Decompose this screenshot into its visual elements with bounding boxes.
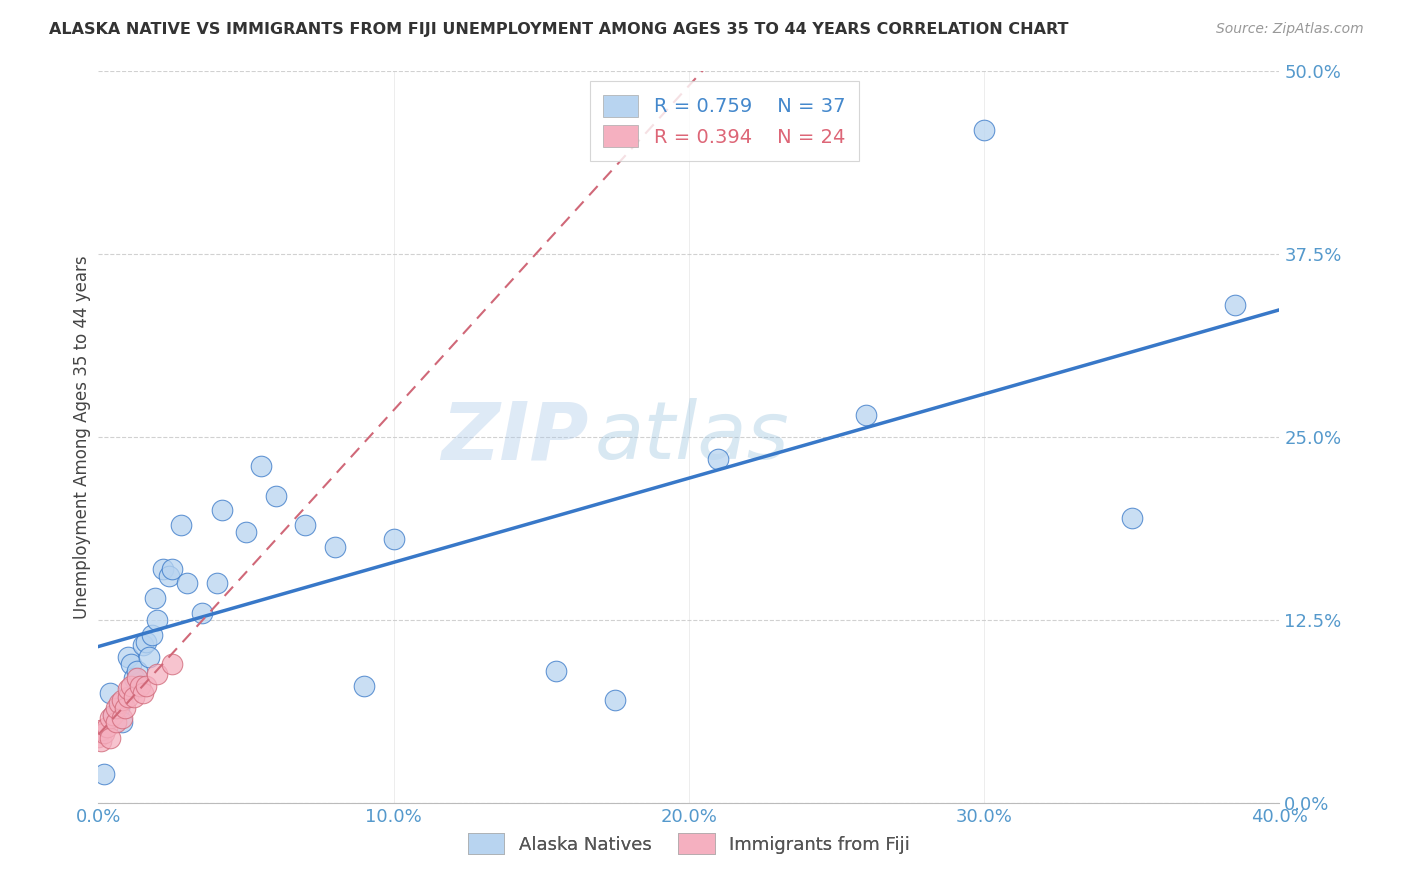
Point — [1225, 298, 1247, 312]
Point — [176, 576, 198, 591]
Point — [108, 700, 131, 714]
Point — [108, 696, 131, 710]
Point — [117, 681, 139, 696]
Text: ALASKA NATIVE VS IMMIGRANTS FROM FIJI UNEMPLOYMENT AMONG AGES 35 TO 44 YEARS COR: ALASKA NATIVE VS IMMIGRANTS FROM FIJI UN… — [49, 22, 1069, 37]
Point — [111, 711, 134, 725]
Point — [855, 408, 877, 422]
Point — [103, 708, 125, 723]
Point — [122, 690, 145, 705]
Point — [707, 452, 730, 467]
Point — [103, 708, 125, 723]
Point — [90, 723, 112, 737]
Point — [1121, 510, 1143, 524]
Point — [382, 533, 405, 547]
Point — [111, 693, 134, 707]
Point — [146, 667, 169, 681]
Point — [152, 562, 174, 576]
Legend: Alaska Natives, Immigrants from Fiji: Alaska Natives, Immigrants from Fiji — [458, 824, 920, 863]
Point — [353, 679, 375, 693]
Point — [191, 606, 214, 620]
Point — [605, 693, 627, 707]
Text: atlas: atlas — [595, 398, 789, 476]
Point — [122, 672, 145, 686]
Point — [96, 720, 118, 734]
Point — [93, 725, 115, 739]
Point — [111, 715, 134, 730]
Point — [117, 649, 139, 664]
Point — [98, 731, 121, 746]
Point — [93, 766, 115, 780]
Point — [132, 638, 155, 652]
Point — [125, 672, 148, 686]
Point — [146, 613, 169, 627]
Point — [138, 649, 160, 664]
Point — [235, 525, 257, 540]
Point — [294, 517, 316, 532]
Point — [211, 503, 233, 517]
Point — [114, 700, 136, 714]
Point — [98, 686, 121, 700]
Point — [157, 569, 180, 583]
Point — [87, 730, 110, 744]
Point — [162, 562, 183, 576]
Point — [250, 459, 273, 474]
Point — [135, 679, 157, 693]
Point — [141, 627, 163, 641]
Point — [90, 734, 112, 748]
Point — [120, 657, 142, 671]
Point — [973, 123, 995, 137]
Point — [323, 540, 346, 554]
Point — [105, 700, 128, 714]
Text: Source: ZipAtlas.com: Source: ZipAtlas.com — [1216, 22, 1364, 37]
Point — [264, 489, 287, 503]
Point — [132, 686, 155, 700]
Point — [117, 690, 139, 705]
Text: ZIP: ZIP — [441, 398, 589, 476]
Point — [98, 711, 121, 725]
Point — [546, 664, 568, 678]
Point — [162, 657, 183, 671]
Y-axis label: Unemployment Among Ages 35 to 44 years: Unemployment Among Ages 35 to 44 years — [73, 255, 91, 619]
Point — [135, 635, 157, 649]
Point — [143, 591, 166, 605]
Point — [120, 679, 142, 693]
Point — [205, 576, 228, 591]
Point — [125, 664, 148, 678]
Point — [105, 715, 128, 730]
Point — [170, 517, 193, 532]
Point — [128, 679, 150, 693]
